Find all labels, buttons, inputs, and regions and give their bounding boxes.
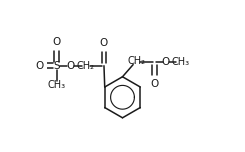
- Text: O: O: [150, 79, 159, 89]
- Text: CH₂: CH₂: [128, 56, 146, 66]
- Text: CH₂: CH₂: [77, 61, 95, 71]
- Text: S: S: [54, 61, 60, 71]
- Text: O: O: [53, 37, 61, 47]
- Text: O: O: [35, 61, 44, 71]
- Text: O: O: [162, 57, 170, 67]
- Text: O: O: [66, 61, 75, 71]
- Text: CH₃: CH₃: [172, 57, 190, 67]
- Text: O: O: [100, 38, 108, 48]
- Text: CH₃: CH₃: [48, 81, 66, 90]
